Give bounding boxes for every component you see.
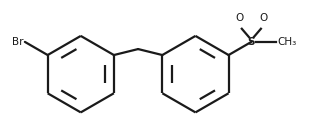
Text: CH₃: CH₃ [278,37,297,47]
Text: O: O [235,13,244,23]
Text: O: O [259,13,267,23]
Text: S: S [248,37,255,47]
Text: Br: Br [12,37,24,47]
